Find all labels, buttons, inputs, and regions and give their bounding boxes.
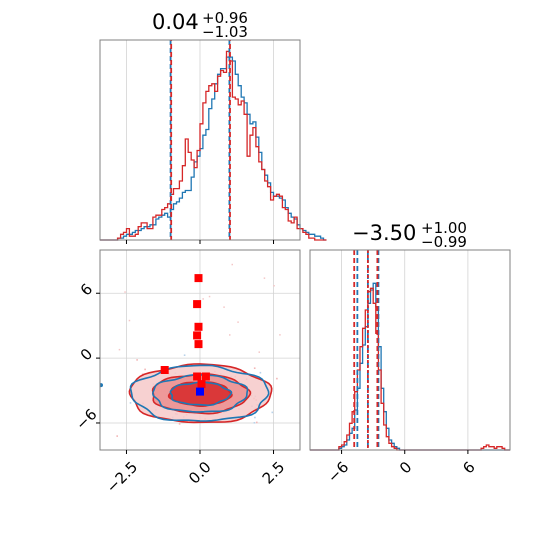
- param2-median: −3.50: [352, 221, 416, 245]
- sample-point: [237, 321, 239, 323]
- sample-point: [253, 422, 256, 424]
- param2-title: −3.50: [352, 221, 416, 245]
- tick-label-param2-y: 0: [77, 345, 96, 364]
- sample-point: [223, 306, 225, 308]
- tick-label-param2-x: 6: [459, 458, 478, 477]
- red-square-marker: [201, 372, 210, 381]
- sample-point: [118, 348, 121, 351]
- contour-blue-level-2: [151, 373, 249, 413]
- sample-point: [124, 291, 126, 293]
- sample-point: [129, 402, 132, 404]
- outlier-point-blue: [100, 383, 103, 388]
- blue-square-marker: [196, 387, 204, 396]
- sample-point: [253, 367, 256, 369]
- sample-point: [229, 334, 231, 336]
- sample-point: [279, 334, 281, 336]
- red-square-marker: [160, 366, 169, 374]
- sample-point: [263, 277, 266, 279]
- histogram-series-blue: [310, 282, 510, 451]
- contour-blue-level-3: [129, 364, 270, 422]
- sample-point: [144, 368, 146, 371]
- tick-label-param1-x: 2.5: [259, 458, 289, 488]
- param1-lower-error: −1.03: [202, 23, 248, 41]
- param1-median: 0.04: [152, 10, 199, 34]
- param2-upper-error: +1.00: [421, 219, 467, 237]
- sample-point: [271, 411, 274, 414]
- tick-label-param1-x: −2.5: [103, 458, 141, 496]
- sample-point: [256, 421, 258, 424]
- sample-point: [320, 389, 322, 391]
- tick-label-param1-x: 0.0: [185, 458, 215, 488]
- sample-point: [259, 371, 262, 374]
- sample-point: [128, 319, 131, 322]
- histogram-param2-frame: [309, 249, 511, 451]
- marginal-histogram-param2: −6 0 6 −3.50 +1.00 −0.99: [309, 219, 511, 486]
- sample-point: [116, 435, 118, 437]
- param1-title: 0.04: [152, 10, 199, 34]
- sample-point: [136, 359, 138, 361]
- sample-point: [254, 416, 256, 419]
- sample-point: [178, 423, 181, 425]
- sample-point: [276, 377, 278, 380]
- red-square-marker: [193, 331, 202, 340]
- red-square-marker: [194, 340, 203, 349]
- tick-label-param2-y: −6: [72, 405, 100, 433]
- param1-upper-error: +0.96: [202, 9, 248, 27]
- red-square-marker: [194, 274, 203, 283]
- sample-point: [208, 295, 211, 298]
- tick-label-param2-x: 0: [396, 458, 415, 477]
- sample-point: [258, 351, 260, 353]
- red-square-marker: [193, 300, 202, 309]
- red-square-marker: [194, 322, 203, 331]
- histogram-series-red: [310, 287, 510, 451]
- sample-point: [273, 285, 275, 287]
- histogram-series-red: [100, 50, 327, 241]
- marginal-histogram-param1: 0.04 +0.96 −1.03: [99, 9, 327, 244]
- contour-blue-level-1: [169, 381, 233, 407]
- param2-lower-error: −0.99: [421, 233, 467, 251]
- red-square-marker: [197, 380, 206, 389]
- red-square-marker: [193, 372, 202, 381]
- sample-point: [183, 354, 186, 356]
- joint-distribution-panel: −2.5 0.0 2.5 6 0 −6: [72, 249, 322, 497]
- sample-point: [231, 263, 233, 266]
- tick-label-param2-x: −6: [324, 458, 352, 486]
- sample-point: [202, 298, 204, 300]
- tick-label-param2-y: 6: [77, 280, 96, 299]
- histogram-series-blue: [100, 56, 327, 241]
